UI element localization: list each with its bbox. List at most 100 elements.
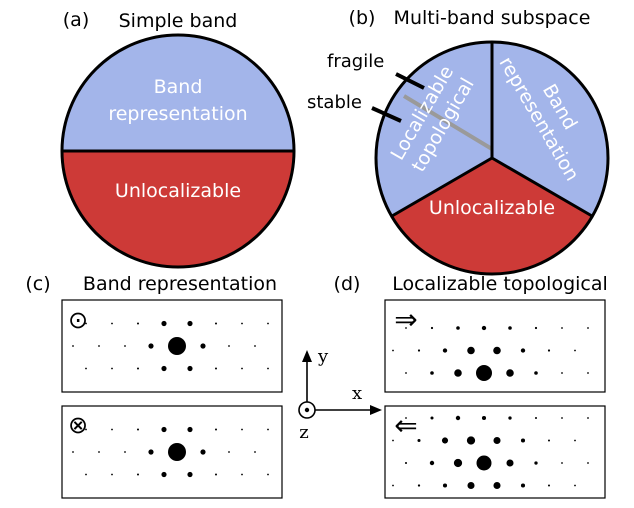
lattice-dot [506, 459, 513, 466]
lattice-dot [98, 345, 100, 347]
lattice-dot [267, 429, 269, 431]
lattice-dot [187, 321, 192, 326]
lattice-dot [267, 323, 269, 325]
panel-b-title: Multi-band subspace [394, 7, 591, 29]
lattice-dot [418, 349, 420, 351]
lattice-dot [443, 483, 447, 487]
lattice-dot [587, 372, 589, 374]
lattice-dot [587, 462, 589, 464]
lattice-dot [548, 439, 550, 441]
z-axis-dot [305, 408, 309, 412]
lattice-dot [454, 459, 462, 467]
panel-b-letter: (b) [349, 7, 376, 29]
panel-c-title: Band representation [83, 273, 277, 295]
lattice-dot [477, 456, 492, 471]
x-axis-label: x [352, 383, 362, 404]
lattice-dot [85, 368, 87, 370]
lattice-dot [200, 449, 205, 454]
lattice-dot [430, 461, 434, 465]
lattice-dot [187, 472, 192, 477]
lattice-dot [548, 349, 550, 351]
lattice-dot [456, 326, 460, 330]
panel-d-title: Localizable topological [392, 273, 608, 295]
lattice-dot [508, 416, 511, 419]
lattice-dot [168, 337, 186, 355]
lattice-dot [254, 345, 256, 347]
lattice-dot [430, 371, 434, 375]
lattice-dot [392, 350, 394, 352]
lattice-dot [392, 485, 394, 487]
panel-c: (c) Band representation ⊙ ⊗ [25, 273, 282, 498]
lattice-dot [493, 347, 501, 355]
lattice-dot [467, 436, 475, 444]
lattice-dot [215, 367, 217, 369]
lattice-dot [148, 343, 153, 348]
lattice-dot [508, 326, 512, 330]
lattice-dot [111, 429, 113, 431]
lattice-dot [493, 482, 500, 489]
lattice-dot [535, 327, 537, 329]
lattice-dot [72, 345, 74, 347]
lattice-dot [574, 440, 576, 442]
arrow-right-icon: ⇒ [394, 303, 417, 336]
lattice-dot [521, 348, 525, 352]
stable-callout: stable [307, 92, 362, 113]
lattice-dot [85, 474, 87, 476]
panel-c-letter: (c) [25, 273, 50, 295]
lattice-dot [124, 451, 126, 453]
lattice-dot [418, 484, 420, 486]
lattice-dot [521, 483, 525, 487]
lattice-dot [111, 323, 113, 325]
lattice-dot [111, 368, 113, 370]
lattice-dot [456, 416, 460, 420]
panel-d-letter: (d) [334, 273, 361, 295]
lattice-dot [405, 372, 407, 374]
lattice-dot [587, 417, 589, 419]
circle-times-icon: ⊗ [68, 411, 88, 439]
lattice-dot [267, 474, 269, 476]
lattice-dot [521, 438, 525, 442]
z-axis-label: z [299, 422, 308, 443]
lattice-dot [430, 416, 433, 419]
y-axis-label: y [317, 346, 329, 367]
lattice-dot [405, 462, 407, 464]
lattice-dot [574, 350, 576, 352]
arrow-left-icon: ⇐ [394, 409, 417, 442]
lattice-dot [482, 416, 486, 420]
lattice-dot [161, 321, 166, 326]
lattice-dot [561, 327, 563, 329]
y-arrow-icon [302, 350, 312, 362]
lattice-dot [161, 366, 166, 371]
lattice-dot [535, 417, 537, 419]
lattice-dot [137, 322, 139, 324]
lattice-dot [493, 437, 500, 444]
panel-d: (d) Localizable topological ⇒ ⇐ [334, 273, 608, 498]
lattice-dot [476, 365, 492, 381]
lattice-dot [124, 345, 126, 347]
lattice-dot [137, 367, 139, 369]
lattice-dot [241, 368, 243, 370]
lattice-dot [168, 443, 186, 461]
lattice-dot [148, 449, 153, 454]
lattice-dot [574, 485, 576, 487]
lattice-dot [482, 326, 486, 330]
lattice-dot [241, 474, 243, 476]
lattice-dot [267, 368, 269, 370]
lattice-dot [72, 451, 74, 453]
lattice-dot [215, 428, 217, 430]
lattice-dot [137, 473, 139, 475]
lattice-dot [215, 473, 217, 475]
panel-a-title: Simple band [119, 10, 238, 32]
band-representation-label-line2: representation [108, 103, 247, 125]
lattice-dot [161, 427, 166, 432]
lattice-dot [228, 451, 230, 453]
lattice-dot [467, 482, 474, 489]
x-arrow-icon [370, 405, 382, 415]
lattice-dot [454, 369, 462, 377]
lattice-dot [215, 322, 217, 324]
lattice-dot [442, 437, 448, 443]
lattice-dot [417, 439, 420, 442]
lattice-dot [228, 345, 230, 347]
lattice-dot [534, 371, 538, 375]
